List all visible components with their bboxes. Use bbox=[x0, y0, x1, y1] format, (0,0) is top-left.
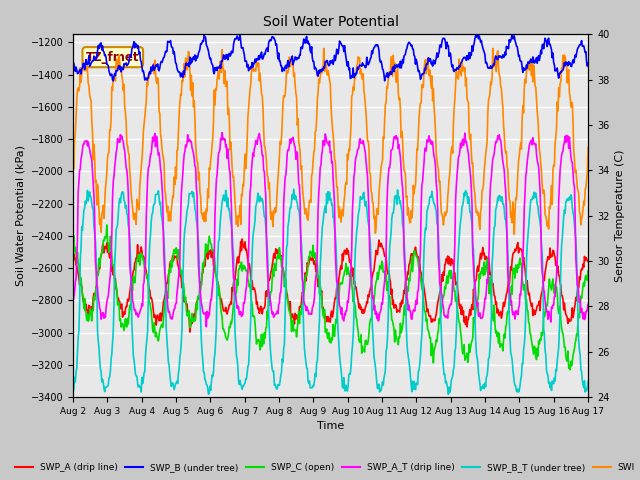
Y-axis label: Sensor Temperature (C): Sensor Temperature (C) bbox=[615, 149, 625, 282]
Legend: SWP_A (drip line), SWP_B (under tree), SWP_C (open), SWP_A_T (drip line), SWP_B_: SWP_A (drip line), SWP_B (under tree), S… bbox=[11, 459, 639, 476]
Text: TZ_fmet: TZ_fmet bbox=[86, 51, 140, 64]
X-axis label: Time: Time bbox=[317, 421, 344, 432]
Title: Soil Water Potential: Soil Water Potential bbox=[262, 15, 399, 29]
Y-axis label: Soil Water Potential (kPa): Soil Water Potential (kPa) bbox=[15, 145, 25, 286]
